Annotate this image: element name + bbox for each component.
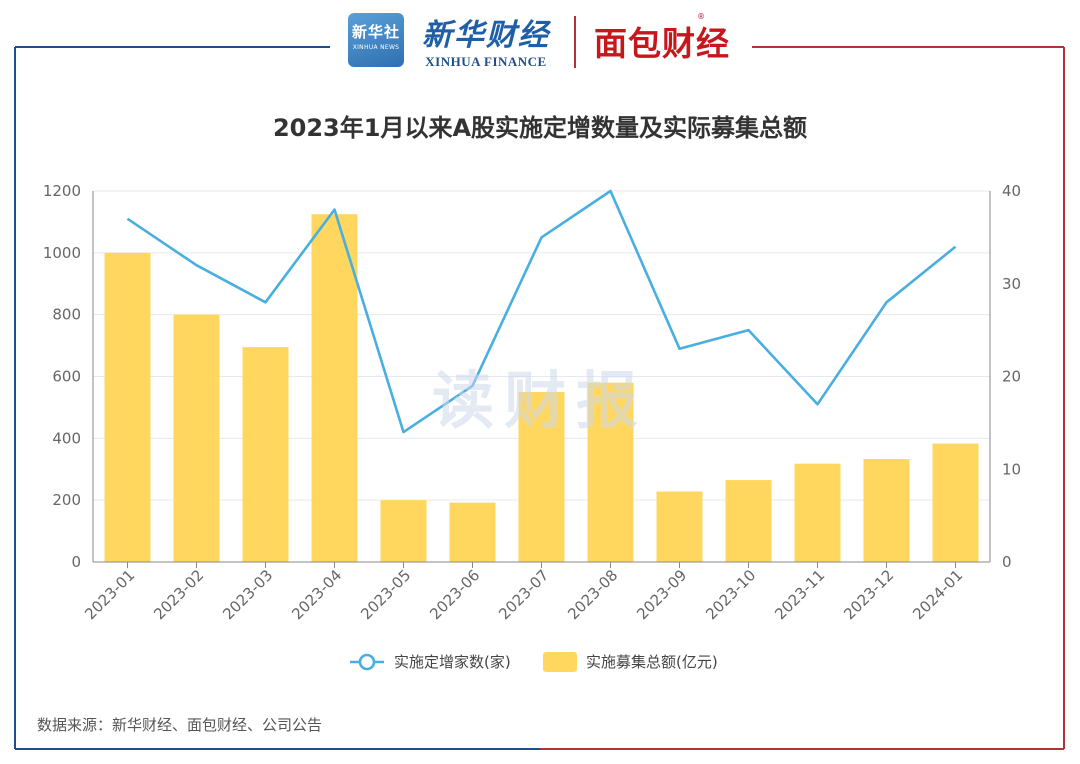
left-axis-tick-label: 1200 <box>43 182 81 200</box>
bar <box>380 500 427 562</box>
bar <box>311 214 358 562</box>
left-axis-tick-label: 200 <box>52 491 81 509</box>
bar-layer <box>104 214 979 563</box>
legend-label-line: 实施定增家数(家) <box>394 653 511 671</box>
right-axis-tick-label: 10 <box>1002 460 1021 478</box>
series-line <box>126 189 957 434</box>
legend-label-bar: 实施募集总额(亿元) <box>586 653 718 671</box>
legend: 实施定增家数(家) 实施募集总额(亿元) <box>350 652 718 672</box>
bar <box>932 443 979 562</box>
x-axis-tick-label: 2024-01 <box>909 566 966 623</box>
left-axis-tick-label: 800 <box>52 306 81 324</box>
chart-title: 2023年1月以来A股实施定增数量及实际募集总额 <box>272 114 808 142</box>
x-axis-tick-label: 2023-04 <box>288 566 345 623</box>
bar <box>794 463 841 562</box>
badge-subtext: XINHUA NEWS <box>352 44 400 51</box>
bar <box>587 382 634 562</box>
left-axis-tick-label: 600 <box>52 368 81 386</box>
xinhua-news-badge-logo: 新华社 XINHUA NEWS <box>348 13 404 67</box>
bar <box>656 491 703 562</box>
x-axis-tick-label: 2023-06 <box>426 566 483 623</box>
right-axis-tick-label: 30 <box>1002 275 1021 293</box>
x-axis-tick-label: 2023-12 <box>840 566 897 623</box>
legend-bar-swatch <box>543 652 577 672</box>
x-axis-tick-label: 2023-09 <box>633 566 690 623</box>
x-axis-tick-label: 2023-03 <box>219 566 276 623</box>
registered-mark: ® <box>697 12 705 21</box>
bar <box>518 391 565 562</box>
x-axis-tick-label: 2023-08 <box>564 566 621 623</box>
xinhua-finance-logo-cn: 新华财经 <box>422 18 550 53</box>
left-axis-tick-label: 400 <box>52 429 81 447</box>
left-axis-tick-label: 0 <box>71 553 81 571</box>
x-axis-tick-label: 2023-10 <box>702 566 759 623</box>
right-axis-tick-label: 0 <box>1002 553 1012 571</box>
xinhua-finance-logo-en: XINHUA FINANCE <box>425 54 547 69</box>
x-axis-tick-label: 2023-11 <box>771 566 828 623</box>
line-layer <box>126 189 957 434</box>
right-axis-tick-label: 40 <box>1002 182 1021 200</box>
bar <box>725 480 772 562</box>
watermark-text: 读财报 <box>431 364 648 437</box>
left-axis-tick-label: 1000 <box>43 244 81 262</box>
x-axis-tick-label: 2023-01 <box>81 566 138 623</box>
mianbao-finance-logo: 面包财经 <box>594 24 730 63</box>
x-axis-tick-label: 2023-07 <box>495 566 552 623</box>
logo-divider <box>574 16 576 68</box>
bar <box>242 347 289 562</box>
x-axis-tick-label: 2023-02 <box>150 566 207 623</box>
x-axis-tick-label: 2023-05 <box>357 566 414 623</box>
legend-marker-circle <box>358 653 376 671</box>
bar <box>104 252 151 563</box>
bar <box>449 502 496 562</box>
right-axis-tick-label: 20 <box>1002 368 1021 386</box>
data-source-note: 数据来源：新华财经、面包财经、公司公告 <box>37 716 323 734</box>
bar <box>863 459 910 562</box>
bar <box>173 314 220 562</box>
badge-text: 新华社 <box>351 23 400 41</box>
